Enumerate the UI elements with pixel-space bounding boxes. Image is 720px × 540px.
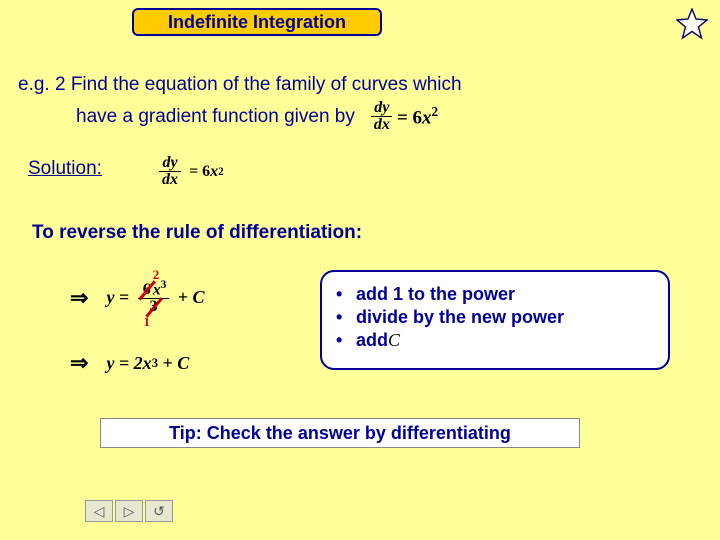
tip-text: Tip: Check the answer by differentiating [169,423,511,444]
rules-box: •add 1 to the power •divide by the new p… [320,270,670,370]
tip-box: Tip: Check the answer by differentiating [100,418,580,448]
page-title: Indefinite Integration [168,12,346,33]
loop-button[interactable]: ↺ [145,500,173,522]
problem-line-1: e.g. 2 Find the equation of the family o… [18,70,702,100]
implies-arrow-icon: ⇒ [70,285,88,311]
rule-item: •add C [336,330,654,351]
work-row-2: ⇒ y = 2x3 + C [70,350,189,376]
prev-icon: ◁ [94,503,105,520]
title-box: Indefinite Integration [132,8,382,36]
next-button[interactable]: ▷ [115,500,143,522]
implies-arrow-icon: ⇒ [70,350,88,376]
problem-statement: e.g. 2 Find the equation of the family o… [18,70,702,133]
rule-item: •add 1 to the power [336,284,654,305]
work-row-1: ⇒ y = 6 2 x3 3 1 + C [70,280,205,315]
next-icon: ▷ [124,503,135,520]
dydx-fraction: dy dx [371,100,393,133]
loop-icon: ↺ [153,503,165,520]
prev-button[interactable]: ◁ [85,500,113,522]
solution-label: Solution: [28,158,102,180]
reverse-rule-text: To reverse the rule of differentiation: [32,222,362,244]
problem-line-2: have a gradient function given by dy dx … [76,100,702,133]
star-icon [676,8,708,40]
nav-controls: ◁ ▷ ↺ [85,500,173,522]
solution-equation: dy dx = 6x2 [155,155,224,188]
rule-item: •divide by the new power [336,307,654,328]
